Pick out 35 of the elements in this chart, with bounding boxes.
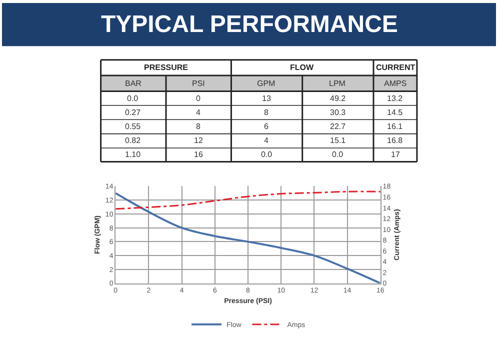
text: 22.7 [330,122,346,131]
text: FLOW [290,63,314,72]
text: LPM [329,79,346,88]
text: 16.8 [387,136,404,145]
text: 0.0 [261,150,273,159]
text: 16.1 [387,122,404,131]
text: PSI [192,79,205,88]
text: 0.82 [125,136,142,145]
text: 0.0 [127,94,139,103]
text: 1.10 [125,150,142,159]
text: 14.5 [387,108,404,117]
text: CURRENT [376,63,416,72]
text: 17 [391,150,400,159]
text: TYPICAL PERFORMANCE [101,11,398,38]
text: 0.27 [125,108,142,117]
text: 8 [264,108,269,117]
text: 0 [196,94,201,103]
text: 13 [262,94,272,103]
text: 30.3 [330,108,346,117]
text: AMPS [384,79,407,88]
text: 16 [194,150,204,159]
text: 8 [196,122,201,131]
text: 13.2 [387,94,404,103]
text: 0.55 [125,122,142,131]
text: 6 [264,122,269,131]
text: 49.2 [330,94,346,103]
text: PRESSURE [144,63,189,72]
text: BAR [125,79,142,88]
text: 12 [194,136,204,145]
text: 4 [196,108,201,117]
text: 15.1 [330,136,346,145]
text: 4 [264,136,269,145]
text: 0.0 [332,150,344,159]
line-series [116,190,380,210]
text: GPM [257,79,276,88]
